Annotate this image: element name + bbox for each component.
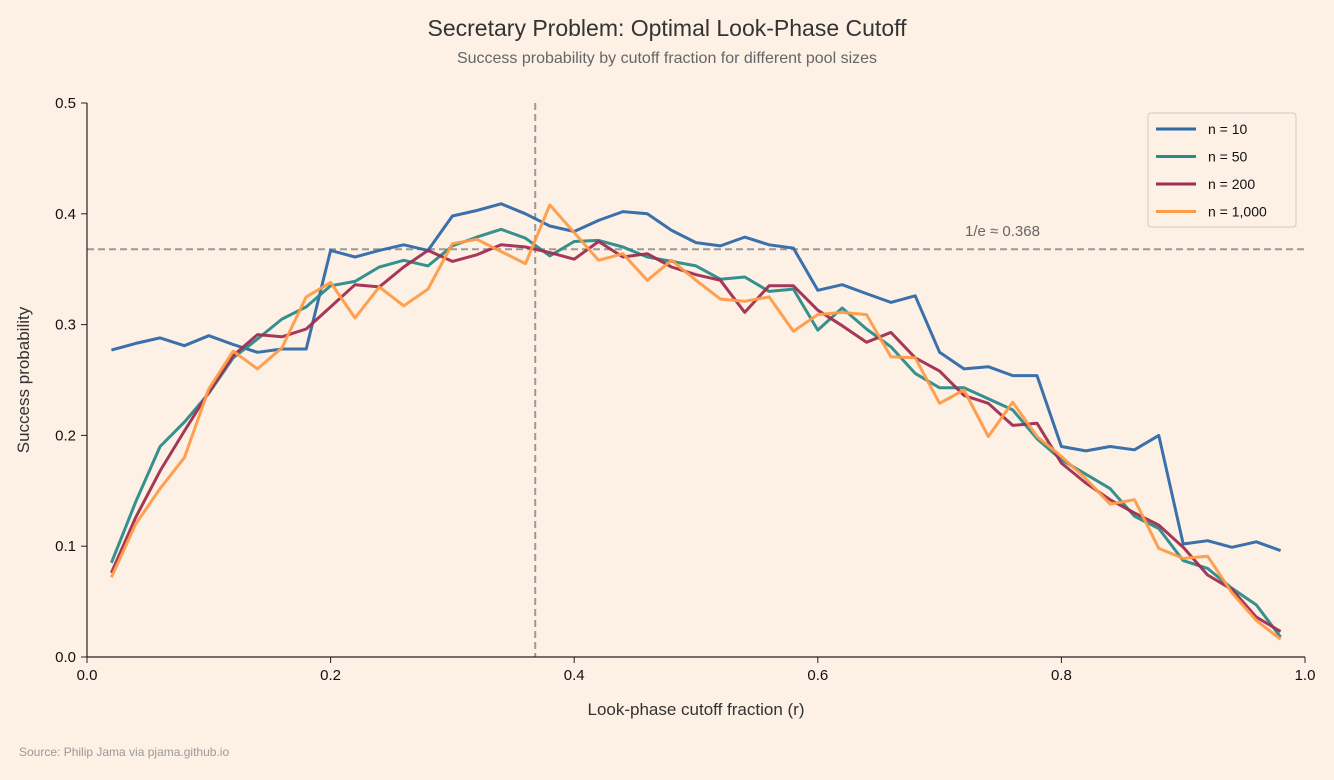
- legend-label-0: n = 10: [1208, 121, 1248, 137]
- y-tick-label: 0.1: [55, 538, 76, 555]
- legend-label-3: n = 1,000: [1208, 204, 1267, 220]
- legend: n = 10 n = 50 n = 200 n = 1,000: [1147, 112, 1297, 228]
- y-tick-label: 0.5: [55, 95, 76, 112]
- legend-label-1: n = 50: [1208, 149, 1248, 165]
- y-tick-label: 0.2: [55, 427, 76, 444]
- legend-label-2: n = 200: [1208, 176, 1255, 192]
- y-axis-label: Success probability: [14, 306, 33, 453]
- reference-annotation: 1/e ≈ 0.368: [965, 223, 1040, 240]
- series-line-2: [110, 240, 1282, 633]
- source-note: Source: Philip Jama via pjama.github.io: [19, 745, 229, 759]
- x-tick-label: 0.0: [77, 667, 98, 684]
- chart-title: Secretary Problem: Optimal Look-Phase Cu…: [428, 15, 908, 41]
- y-tick-label: 0.0: [55, 649, 76, 666]
- x-tick-label: 0.6: [807, 667, 828, 684]
- x-tick-label: 0.8: [1051, 667, 1072, 684]
- series-line-1: [110, 227, 1282, 639]
- series-lines: [110, 202, 1282, 641]
- y-tick-label: 0.3: [55, 317, 76, 334]
- x-axis-label: Look-phase cutoff fraction (r): [587, 700, 804, 719]
- x-tick-label: 0.4: [564, 667, 585, 684]
- y-tick-label: 0.4: [55, 206, 76, 223]
- axes: 0.0 0.2 0.4 0.6 0.8 1.0 0.0 0.1 0.2 0.3 0.4 0.5: [55, 95, 1315, 684]
- x-tick-label: 0.2: [320, 667, 341, 684]
- reference-lines: [87, 103, 1305, 657]
- chart-subtitle: Success probability by cutoff fraction f…: [457, 50, 877, 67]
- series-line-0: [111, 202, 1282, 553]
- legend-box: [1147, 112, 1297, 228]
- series-line-3: [110, 203, 1282, 641]
- x-tick-label: 1.0: [1295, 667, 1316, 684]
